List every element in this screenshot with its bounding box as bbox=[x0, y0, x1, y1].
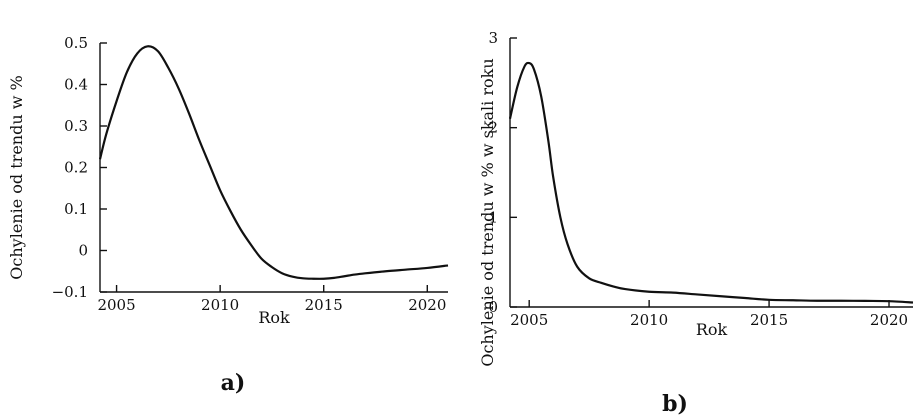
y-tick-label: −0.1 bbox=[52, 283, 88, 301]
chart-b: 3 2 1 0 2005 2010 2015 2020 Rok Ochylenie od tren… bbox=[478, 29, 914, 417]
y-axis-title: Ochylenie od trendu w % bbox=[7, 75, 26, 279]
x-axis-title: Rok bbox=[696, 320, 728, 339]
x-tick-label: 2005 bbox=[97, 296, 135, 314]
y-tick-label: 0 bbox=[488, 298, 498, 316]
y-tick-label: 0.2 bbox=[64, 159, 88, 177]
y-axis-title: Ochylenie od trendu w % w skali roku bbox=[478, 58, 497, 366]
x-tick-label: 2010 bbox=[201, 296, 239, 314]
y-tick-label: 0.1 bbox=[64, 200, 88, 218]
series-line bbox=[98, 45, 449, 280]
y-tick-label: 2 bbox=[488, 119, 498, 137]
panel-label: a) bbox=[221, 370, 246, 396]
x-tick-label: 2020 bbox=[408, 296, 446, 314]
y-tick-label: 0 bbox=[78, 242, 88, 260]
y-tick-label: 0.3 bbox=[64, 117, 88, 135]
x-tick-label: 2005 bbox=[510, 311, 548, 329]
x-tick-label: 2015 bbox=[750, 311, 788, 329]
chart-a: 0.5 0.4 0.3 0.2 0.1 0 −0.1 2005 2010 2015 2020 Rok O… bbox=[7, 34, 449, 396]
x-tick-label: 2020 bbox=[870, 311, 908, 329]
y-tick-label: 0.4 bbox=[64, 76, 88, 94]
y-tick-label: 3 bbox=[488, 29, 498, 47]
y-tick-label: 1 bbox=[488, 208, 498, 226]
x-tick-label: 2010 bbox=[630, 311, 668, 329]
x-tick-label: 2015 bbox=[305, 296, 343, 314]
x-axis-title: Rok bbox=[258, 308, 290, 327]
y-tick-label: 0.5 bbox=[64, 34, 88, 52]
panel-label: b) bbox=[662, 391, 688, 417]
series-line bbox=[508, 61, 914, 304]
